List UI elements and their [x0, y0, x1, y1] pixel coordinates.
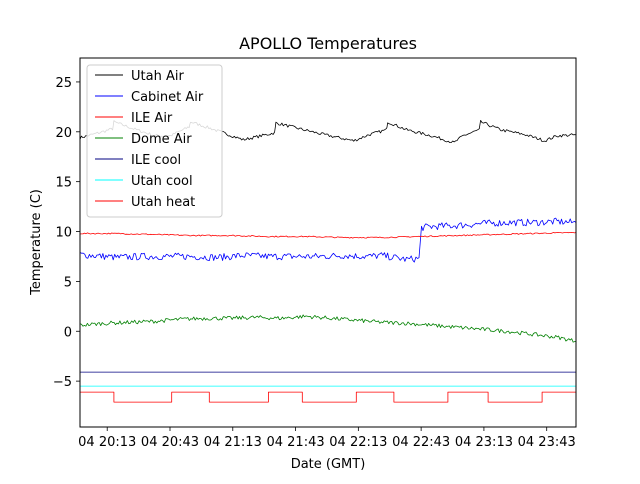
y-tick-label: −5 [53, 375, 72, 390]
y-tick-label: 5 [64, 275, 72, 290]
legend-label-utah-air: Utah Air [131, 69, 184, 84]
x-axis-label: Date (GMT) [291, 457, 366, 472]
plot-frame [79, 57, 577, 428]
legend-label-dome-air: Dome Air [131, 132, 192, 147]
legend-label-cabinet-air: Cabinet Air [131, 90, 204, 105]
y-tick-label: 25 [55, 76, 72, 91]
series-line-dome-air [79, 314, 577, 343]
series-line-utah-heat [80, 391, 576, 403]
y-axis-label: Temperature (C) [29, 189, 44, 296]
y-tick-label: 10 [55, 226, 72, 241]
x-axis: 04 20:13 04 20:43 04 21:13 04 21:43 04 22:13… [78, 427, 576, 450]
x-tick-label: 04 21:43 [266, 435, 324, 450]
y-tick-label: 20 [55, 126, 72, 141]
x-tick-label: 04 21:13 [204, 435, 262, 450]
legend-label-ile-cool: ILE cool [131, 153, 181, 168]
chart-title: APOLLO Temperatures [239, 34, 417, 53]
x-tick-label: 04 20:13 [78, 435, 136, 450]
series-line-ile-air [79, 232, 577, 239]
x-tick-label: 04 20:43 [141, 435, 199, 450]
y-axis: −5 0 5 10 15 20 25 [53, 76, 80, 390]
x-tick-label: 04 22:43 [392, 435, 450, 450]
x-tick-label: 04 22:13 [329, 435, 387, 450]
y-tick-label: 0 [64, 325, 72, 340]
x-tick-label: 04 23:13 [455, 435, 513, 450]
legend: Utah Air Cabinet Air ILE Air Dome Air ILE co… [86, 64, 223, 218]
legend-label-utah-cool: Utah cool [131, 174, 193, 189]
legend-label-utah-heat: Utah heat [131, 195, 195, 210]
y-tick-label: 15 [55, 176, 72, 191]
series-line-cabinet-air [79, 217, 577, 263]
legend-box [86, 64, 223, 218]
legend-label-ile-air: ILE Air [131, 111, 173, 126]
x-tick-label: 04 23:43 [518, 435, 576, 450]
